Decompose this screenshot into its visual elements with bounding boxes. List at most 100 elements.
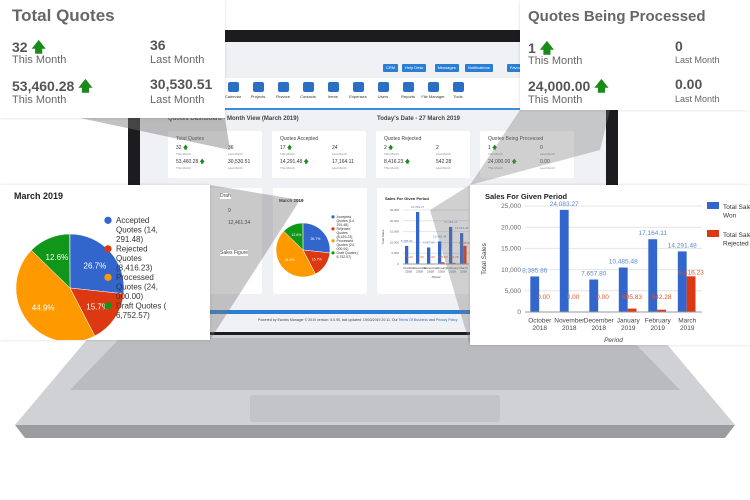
bar-data-label: 0.00 xyxy=(567,294,580,301)
bar-data-label: 542.28 xyxy=(652,294,672,301)
pie-slice-label: 12.6% xyxy=(46,253,69,262)
legend-marker xyxy=(104,245,112,253)
menu-tools[interactable]: Tools xyxy=(445,82,471,99)
up-arrow-icon: 🡅 xyxy=(182,145,189,151)
nav-button-messages[interactable]: Messages xyxy=(434,64,459,72)
card-title: Quotes Rejected xyxy=(384,136,422,142)
y-tick-label: 15,000 xyxy=(390,230,400,234)
projects-icon xyxy=(252,82,264,92)
x-tick-label: November 2018 xyxy=(554,317,585,332)
y-axis-label: Total Sales xyxy=(481,242,488,275)
nav-button-help-desk[interactable]: Help Desk xyxy=(401,64,427,72)
chart-title: March 2019 xyxy=(279,198,304,203)
bar-data-label: 0.00 xyxy=(418,255,424,259)
y-tick-label: 25,000 xyxy=(390,208,400,212)
today-date: Today's Date - 27 March 2019 xyxy=(377,116,461,122)
expenses-icon xyxy=(352,82,364,92)
x-tick-label: January 2019 xyxy=(436,266,447,274)
nav-button-crm[interactable]: CRM xyxy=(383,64,399,72)
mini-bar-card: Sales For Given Period 0 5,000 10,000 15,000… xyxy=(377,188,471,294)
bar-data-label: 0.00 xyxy=(429,255,435,259)
menu-projects[interactable]: Projects xyxy=(245,82,271,99)
menu-expenses[interactable]: Expenses xyxy=(345,82,371,99)
laptop-base xyxy=(15,330,735,438)
legend-entry: Processed Quotes (24, 000.00) xyxy=(337,239,355,251)
nav-button-favourites[interactable]: Favourites xyxy=(506,64,532,72)
legend-marker xyxy=(331,215,335,219)
bar xyxy=(618,267,628,312)
y-axis-label: Total Sales xyxy=(381,229,385,244)
privacy-link[interactable]: Privacy Policy xyxy=(435,318,458,322)
legend-marker xyxy=(331,227,335,231)
bar-data-label: 10,485.48 xyxy=(433,234,447,238)
x-tick-label: October 2018 xyxy=(528,317,552,332)
pie-slice-label: 15.7% xyxy=(312,258,322,262)
menu-contacts[interactable]: Contacts xyxy=(295,82,321,99)
pie-slice-label: 15.7% xyxy=(86,303,109,312)
pie-slice-label: 12.6% xyxy=(291,233,301,237)
terms-link[interactable]: Terms Of Business xyxy=(398,318,428,322)
up-arrow-icon: 🡅 xyxy=(78,78,93,94)
draft-label: Draft xyxy=(220,193,231,199)
bar xyxy=(426,247,431,264)
dashboard-title: Quotes Dashboard - Month View (March 201… xyxy=(168,116,299,122)
up-arrow-icon: 🡅 xyxy=(404,159,410,165)
stat-card: Quotes Being Processed 1 🡅 This Month 0 … xyxy=(480,131,574,178)
chart-title: March 2019 xyxy=(14,191,63,201)
legend-marker xyxy=(104,216,112,224)
bar xyxy=(448,226,453,264)
menu-file-manager[interactable]: File Manager xyxy=(420,82,446,99)
pie-slice xyxy=(283,222,304,251)
bar-data-label: 8,385.86 xyxy=(401,239,413,243)
y-tick-label: 15,000 xyxy=(501,246,521,253)
up-arrow-icon: 🡅 xyxy=(388,145,394,151)
legend-entry: Total SalesWon xyxy=(723,204,750,219)
total-quotes-callout: Total Quotes 32 🡅 This Month 36 Last Mon… xyxy=(0,0,225,118)
bar xyxy=(530,276,540,312)
legend-entry: Rejected Quotes (8,416.23) xyxy=(116,245,153,273)
y-tick-label: 20,000 xyxy=(501,224,521,231)
up-arrow-icon: 🡅 xyxy=(594,78,609,94)
contacts-icon xyxy=(302,82,314,92)
bar xyxy=(686,276,696,312)
card-title: Quotes Being Processed xyxy=(488,136,543,142)
menu-items[interactable]: Items xyxy=(320,82,346,99)
pie-slice-label: 26.7% xyxy=(310,237,320,241)
stat-card: Quotes Rejected 2 🡅 This Month 2 Last Mo… xyxy=(376,131,470,178)
bar-data-label: 17,164.11 xyxy=(444,220,457,224)
menu-calendar[interactable]: Calendar xyxy=(220,82,246,99)
pie-slice xyxy=(302,222,331,254)
y-tick-label: 25,000 xyxy=(501,203,521,210)
legend-marker xyxy=(331,251,335,255)
nav-button-notifications[interactable]: Notifications xyxy=(465,64,493,72)
menu-finance[interactable]: Finance xyxy=(270,82,296,99)
x-tick-label: November 2018 xyxy=(413,266,427,274)
up-arrow-icon: 🡅 xyxy=(286,145,293,151)
footer: Powered by Eworks Manager © 2019 version… xyxy=(258,318,458,322)
y-tick-label: 0 xyxy=(397,262,399,266)
bar-data-label: 7,657.80 xyxy=(423,240,435,244)
y-tick-label: 5,000 xyxy=(505,288,522,295)
bar xyxy=(463,245,467,264)
menu-users[interactable]: Users xyxy=(370,82,396,99)
pie-slice xyxy=(275,230,316,278)
bar xyxy=(415,211,420,264)
chart-title: Sales For Given Period xyxy=(485,192,568,201)
legend-marker xyxy=(104,273,112,281)
legend-marker xyxy=(707,230,719,237)
bar xyxy=(441,262,445,264)
legend-entry: Draft Quotes (6,752.57) xyxy=(337,251,360,259)
menu-reports[interactable]: Reports xyxy=(395,82,421,99)
bar-data-label: 0.00 xyxy=(537,294,550,301)
up-arrow-icon: 🡅 xyxy=(512,159,517,165)
x-axis-label: Period xyxy=(432,275,441,279)
bar xyxy=(648,239,658,312)
x-tick-label: January 2019 xyxy=(617,317,641,332)
bar-data-label: 10,485.48 xyxy=(609,259,638,266)
bar-data-label: 7,657.80 xyxy=(581,271,607,278)
bar xyxy=(677,251,687,312)
card-title: Total Quotes xyxy=(176,136,204,142)
